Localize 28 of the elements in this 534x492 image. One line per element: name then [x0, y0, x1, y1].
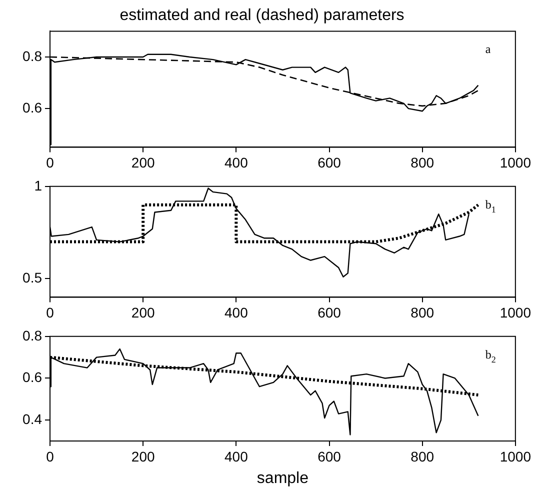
x-tick-label: 600 [318, 304, 342, 320]
y-tick-label: 0.6 [22, 369, 42, 386]
x-tick-label: 1000 [500, 448, 532, 464]
x-tick-label: 400 [224, 154, 248, 170]
y-tick-label: 0.8 [22, 48, 42, 64]
y-tick-label: 0.5 [22, 270, 42, 286]
y-tick-label: 0.4 [22, 410, 42, 427]
x-tick-label: 600 [318, 154, 342, 170]
x-tick-label: 400 [224, 304, 248, 320]
annotation: a [485, 42, 492, 56]
x-tick-label: 200 [131, 448, 155, 464]
x-tick-label: 200 [131, 154, 155, 170]
x-tick-label: 800 [410, 154, 434, 170]
y-tick-label: 0.8 [22, 327, 42, 344]
x-tick-label: 0 [46, 304, 54, 320]
x-tick-label: 600 [318, 448, 342, 464]
y-tick-label: 1 [34, 177, 42, 194]
y-tick-label: 0.6 [22, 99, 42, 116]
x-tick-label: 200 [131, 304, 155, 320]
x-tick-label: 0 [46, 154, 54, 170]
x-tick-label: 1000 [500, 304, 532, 320]
x-tick-label: 400 [224, 448, 248, 464]
x-tick-label: 1000 [500, 154, 532, 170]
x-tick-label: 0 [46, 448, 54, 464]
x-axis-title: sample [256, 470, 309, 487]
x-tick-label: 800 [410, 448, 434, 464]
x-tick-label: 800 [410, 304, 434, 320]
chart-title: estimated and real (dashed) parameters [120, 7, 404, 24]
